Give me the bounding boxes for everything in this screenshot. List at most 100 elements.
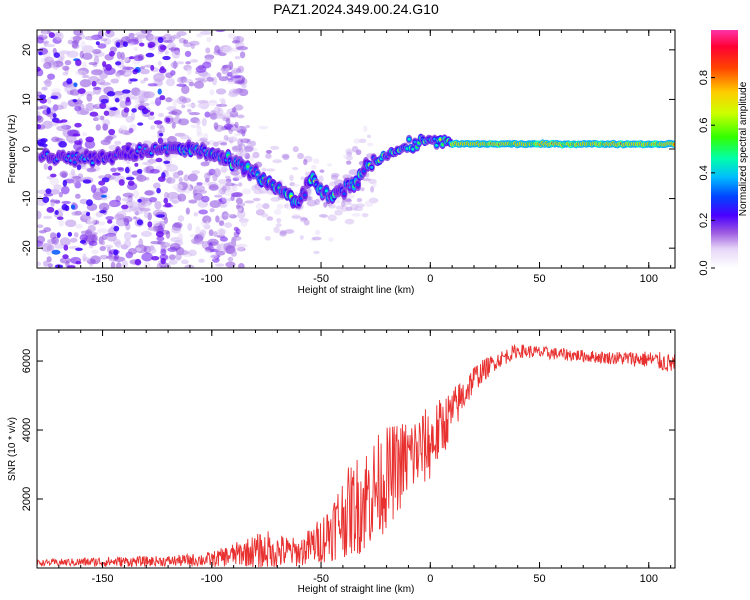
- heatmap-speckle: [197, 79, 208, 83]
- heatmap-speckle-strong: [131, 108, 137, 113]
- heatmap-speckle: [199, 30, 212, 36]
- heatmap-speckle: [164, 191, 169, 200]
- heatmap-speckle-strong: [145, 52, 155, 58]
- heatmap-speckle-strong: [67, 231, 73, 237]
- heatmap-speckle: [213, 106, 221, 115]
- x-tick-label: -150: [92, 273, 114, 285]
- heatmap-speckle: [215, 30, 226, 33]
- heatmap-speckle: [178, 177, 183, 184]
- y-tick-label: 20: [21, 44, 33, 56]
- ridge-core: [324, 189, 329, 193]
- heatmap-speckle: [224, 112, 230, 117]
- heatmap-speckle: [128, 127, 134, 134]
- heatmap-speckle: [147, 115, 155, 121]
- heatmap-speckle: [206, 77, 214, 82]
- heatmap-speckle: [110, 261, 116, 268]
- heatmap-speckle: [51, 88, 61, 93]
- snr-x-ticks: -150 -100 -50 0 50 100: [36, 330, 672, 585]
- heatmap-speckle: [237, 263, 245, 268]
- colorbar-ticks: 0.0 0.2 0.4 0.6 0.8: [698, 70, 715, 276]
- heatmap-speckle: [237, 182, 243, 187]
- heatmap-speckle: [40, 243, 52, 247]
- heatmap-speckle-strong: [164, 202, 172, 208]
- ridge-core: [672, 143, 675, 146]
- heatmap-speckle: [115, 71, 122, 77]
- heatmap-speckle: [62, 71, 69, 76]
- heatmap-speckle: [209, 89, 215, 96]
- heatmap-speckle: [113, 113, 124, 119]
- heatmap-speckle: [82, 253, 87, 262]
- heatmap-speckle: [250, 140, 257, 147]
- heatmap-speckle: [208, 184, 219, 191]
- heatmap-speckle: [105, 216, 115, 221]
- heatmap-speckle: [110, 167, 117, 172]
- heatmap-speckle: [272, 159, 283, 164]
- heatmap-speckle: [334, 209, 343, 216]
- heatmap-speckle: [79, 234, 89, 242]
- heatmap-speckle: [204, 111, 211, 118]
- heatmap-speckle: [186, 108, 192, 113]
- x-tick-label: -100: [201, 573, 223, 585]
- ridge-core: [246, 165, 250, 168]
- heatmap-speckle: [252, 151, 260, 159]
- heatmap-speckle: [153, 72, 165, 82]
- heatmap-speckle: [97, 221, 106, 226]
- heatmap-speckle: [47, 73, 56, 80]
- heatmap-speckle: [291, 213, 301, 220]
- heatmap-speckle: [168, 254, 176, 261]
- heatmap-speckle: [184, 50, 192, 58]
- heatmap-speckle-strong: [125, 96, 131, 103]
- y-tick-label: -20: [21, 240, 33, 256]
- heatmap-speckle: [109, 46, 118, 53]
- heatmap-speckle: [348, 169, 359, 176]
- heatmap-speckle: [43, 215, 53, 220]
- colorbar-tick-label: 0.4: [698, 165, 710, 180]
- heatmap-speckle: [181, 85, 190, 95]
- heatmap-speckle: [187, 223, 193, 231]
- heatmap-speckle: [168, 259, 178, 265]
- heatmap-speckle-strong: [89, 111, 99, 117]
- heatmap-speckle: [289, 174, 294, 182]
- heatmap-speckle: [55, 31, 64, 41]
- heatmap-speckle: [123, 231, 132, 241]
- heatmap-speckle: [156, 236, 165, 242]
- x-tick-label: 100: [640, 573, 658, 585]
- heatmap-speckle: [142, 161, 153, 166]
- heatmap-speckle: [95, 124, 101, 131]
- heatmap-speckle: [73, 232, 79, 238]
- heatmap-speckle: [215, 88, 227, 95]
- heatmap-speckle-strong: [163, 197, 169, 204]
- y-tick-label: 2000: [21, 487, 33, 511]
- heatmap-speckle: [70, 168, 76, 176]
- heatmap-speckle-strong: [105, 63, 112, 71]
- ridge-core: [411, 147, 415, 151]
- heatmap-speckle: [80, 40, 86, 50]
- heatmap-speckle: [188, 112, 201, 116]
- heatmap-speckle: [139, 102, 150, 107]
- x-tick-label: -150: [92, 573, 114, 585]
- y-tick-label: 10: [21, 93, 33, 105]
- heatmap-speckle: [195, 226, 201, 235]
- heatmap-speckle-strong: [85, 136, 95, 143]
- heatmap-speckle: [198, 258, 205, 263]
- heatmap-speckle: [234, 55, 241, 60]
- heatmap-speckle: [86, 217, 96, 225]
- heatmap-speckle-strong: [76, 164, 82, 171]
- heatmap-speckle: [75, 193, 81, 199]
- heatmap-speckle-strong: [37, 123, 42, 130]
- x-tick-label: -50: [313, 573, 329, 585]
- x-tick-label: 50: [533, 273, 545, 285]
- x-tick-label: -100: [201, 273, 223, 285]
- heatmap-speckle: [345, 148, 354, 155]
- heatmap-speckle: [168, 47, 180, 51]
- heatmap-speckle: [99, 246, 106, 252]
- heatmap-speckle: [42, 30, 48, 37]
- heatmap-speckle: [345, 206, 353, 212]
- heatmap-speckle: [188, 199, 198, 204]
- heatmap-speckle: [265, 149, 272, 154]
- heatmap-speckle: [127, 248, 138, 255]
- heatmap-speckle: [121, 197, 133, 202]
- heatmap-speckle-strong: [143, 109, 151, 113]
- heatmap-speckle: [146, 246, 157, 255]
- heatmap-speckle: [281, 153, 290, 159]
